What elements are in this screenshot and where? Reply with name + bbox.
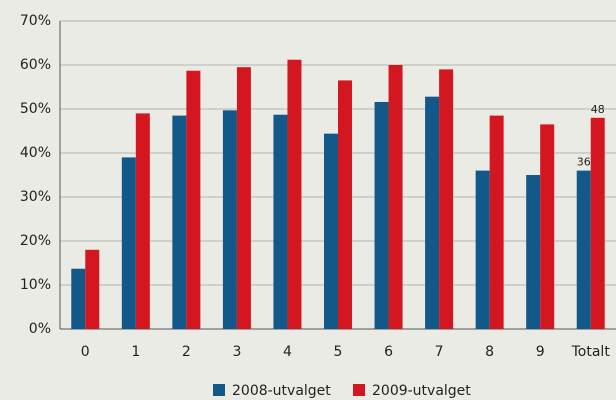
bar: [526, 175, 541, 329]
x-tick-label: 5: [334, 344, 343, 360]
y-tick-label: 30%: [20, 189, 51, 205]
y-tick-label: 40%: [20, 145, 51, 161]
y-tick-label: 0%: [29, 321, 51, 337]
x-tick-label: 6: [384, 344, 393, 360]
bar: [590, 117, 605, 329]
bar: [186, 70, 201, 329]
data-label: 36: [577, 156, 591, 169]
bar: [388, 65, 403, 329]
x-tick-label: Totalt: [571, 344, 611, 360]
bar: [576, 170, 591, 329]
data-label: 48: [591, 103, 605, 116]
bar: [121, 157, 136, 329]
y-tick-label: 20%: [20, 233, 51, 249]
x-tick-label: 1: [131, 344, 140, 360]
bar: [475, 170, 490, 329]
x-tick-label: 2: [182, 344, 191, 360]
x-tick-label: 7: [435, 344, 444, 360]
bar: [489, 115, 504, 329]
x-tick-label: 4: [283, 344, 292, 360]
legend-swatch: [213, 384, 225, 396]
bar: [425, 96, 440, 330]
bar: [540, 124, 555, 330]
x-tick-label: 0: [81, 344, 90, 360]
bar: [236, 67, 251, 329]
x-tick-label: 9: [536, 344, 545, 360]
x-tick-label: 3: [232, 344, 241, 360]
bar: [222, 110, 237, 329]
legend-swatch: [353, 384, 365, 396]
bar: [338, 80, 352, 330]
bar: [71, 268, 86, 329]
y-tick-label: 10%: [20, 277, 51, 293]
legend-label: 2009-utvalget: [372, 383, 471, 399]
legend-label: 2008-utvalget: [232, 383, 331, 399]
x-tick-label: 8: [485, 344, 494, 360]
y-tick-label: 50%: [20, 101, 51, 117]
bar: [374, 101, 389, 330]
bar: [287, 59, 302, 329]
bar: [273, 114, 288, 329]
bar: [324, 133, 338, 329]
bar: [439, 69, 454, 330]
y-tick-label: 60%: [20, 57, 51, 73]
bar: [85, 249, 100, 329]
bar: [172, 115, 187, 329]
y-tick-label: 70%: [20, 13, 51, 29]
bar: [135, 113, 150, 330]
